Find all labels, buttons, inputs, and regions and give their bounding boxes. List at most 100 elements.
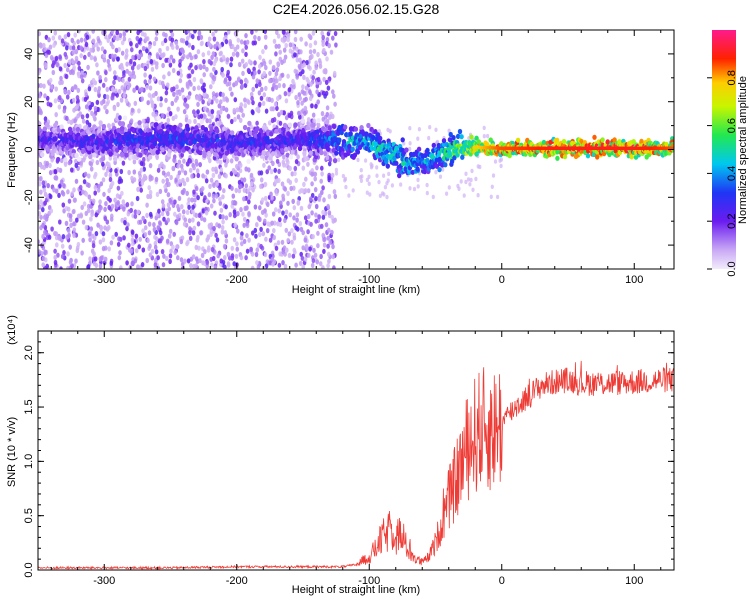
noise-point bbox=[271, 65, 276, 71]
noise-point bbox=[92, 251, 96, 257]
noise-point bbox=[295, 226, 300, 232]
noise-point bbox=[73, 32, 77, 38]
noise-point bbox=[330, 229, 334, 235]
noise-point bbox=[123, 127, 128, 133]
noise-point bbox=[199, 41, 204, 47]
noise-point bbox=[225, 158, 230, 164]
noise-point bbox=[476, 164, 480, 169]
noise-point bbox=[194, 158, 199, 164]
noise-point bbox=[148, 193, 153, 200]
noise-point bbox=[192, 85, 196, 92]
noise-point bbox=[39, 189, 43, 195]
noise-point bbox=[281, 159, 286, 165]
noise-point bbox=[163, 184, 167, 190]
noise-point bbox=[298, 95, 303, 101]
ridge-point bbox=[75, 126, 81, 132]
noise-point bbox=[161, 170, 166, 176]
noise-point bbox=[264, 44, 268, 50]
noise-point bbox=[317, 196, 322, 203]
noise-point bbox=[63, 88, 67, 94]
noise-point bbox=[218, 196, 222, 202]
noise-point bbox=[302, 181, 306, 187]
noise-point bbox=[367, 181, 371, 186]
noise-point bbox=[327, 193, 332, 200]
noise-point bbox=[209, 84, 213, 90]
noise-point bbox=[272, 220, 277, 226]
noise-point bbox=[108, 172, 113, 178]
noise-point bbox=[194, 244, 199, 250]
noise-point bbox=[83, 54, 87, 60]
noise-point bbox=[38, 109, 41, 115]
noise-point bbox=[244, 166, 248, 172]
noise-point bbox=[218, 109, 223, 115]
ridge-point bbox=[74, 152, 79, 159]
noise-point bbox=[303, 237, 308, 243]
noise-point bbox=[351, 188, 355, 193]
noise-point bbox=[85, 113, 90, 119]
noise-point bbox=[120, 85, 125, 91]
noise-point bbox=[61, 202, 66, 208]
noise-point bbox=[132, 74, 137, 80]
noise-point bbox=[292, 247, 297, 253]
noise-point bbox=[275, 30, 279, 35]
noise-point bbox=[132, 87, 136, 93]
noise-point bbox=[103, 93, 107, 100]
noise-point bbox=[306, 213, 311, 220]
noise-point bbox=[254, 233, 258, 239]
noise-point bbox=[324, 222, 329, 228]
noise-point bbox=[293, 170, 297, 177]
noise-point bbox=[150, 103, 155, 109]
noise-point bbox=[155, 53, 160, 60]
noise-point bbox=[99, 255, 104, 261]
noise-point bbox=[195, 168, 200, 174]
noise-point bbox=[254, 251, 259, 258]
noise-point bbox=[172, 157, 176, 163]
noise-point bbox=[48, 194, 53, 200]
ridge-point bbox=[366, 122, 371, 129]
noise-point bbox=[264, 236, 268, 242]
noise-point bbox=[129, 41, 133, 47]
ridge-point bbox=[199, 118, 204, 125]
noise-point bbox=[471, 187, 475, 192]
noise-point bbox=[306, 64, 311, 70]
noise-point bbox=[298, 260, 303, 266]
noise-point bbox=[303, 110, 307, 116]
noise-point bbox=[179, 239, 184, 245]
noise-point bbox=[107, 246, 111, 252]
noise-point bbox=[286, 73, 290, 79]
noise-point bbox=[174, 177, 178, 183]
noise-point bbox=[164, 97, 168, 103]
noise-point bbox=[257, 35, 261, 42]
ridge-point bbox=[404, 147, 409, 153]
noise-point bbox=[38, 31, 41, 37]
noise-point bbox=[231, 199, 235, 206]
noise-point bbox=[233, 46, 238, 53]
noise-point bbox=[197, 30, 202, 36]
noise-point bbox=[233, 97, 238, 103]
noise-point bbox=[43, 61, 47, 68]
noise-point bbox=[122, 206, 126, 212]
noise-point bbox=[168, 62, 173, 68]
noise-point bbox=[378, 193, 382, 198]
noise-point bbox=[182, 158, 186, 164]
noise-point bbox=[126, 85, 131, 91]
noise-point bbox=[202, 217, 207, 223]
noise-point bbox=[89, 161, 94, 167]
noise-point bbox=[91, 198, 96, 204]
noise-point bbox=[235, 163, 239, 169]
noise-point bbox=[117, 255, 122, 261]
noise-point bbox=[327, 227, 331, 233]
noise-point bbox=[137, 244, 141, 250]
noise-point bbox=[71, 49, 76, 56]
noise-point bbox=[286, 190, 290, 197]
noise-point bbox=[120, 40, 125, 46]
noise-point bbox=[166, 211, 170, 217]
noise-point bbox=[105, 167, 110, 173]
noise-point bbox=[148, 74, 152, 80]
ridge-point bbox=[154, 122, 159, 128]
ridge-point bbox=[53, 122, 58, 128]
noise-point bbox=[202, 64, 206, 70]
noise-point bbox=[274, 207, 278, 213]
noise-point bbox=[51, 60, 56, 66]
noise-point bbox=[53, 98, 58, 104]
